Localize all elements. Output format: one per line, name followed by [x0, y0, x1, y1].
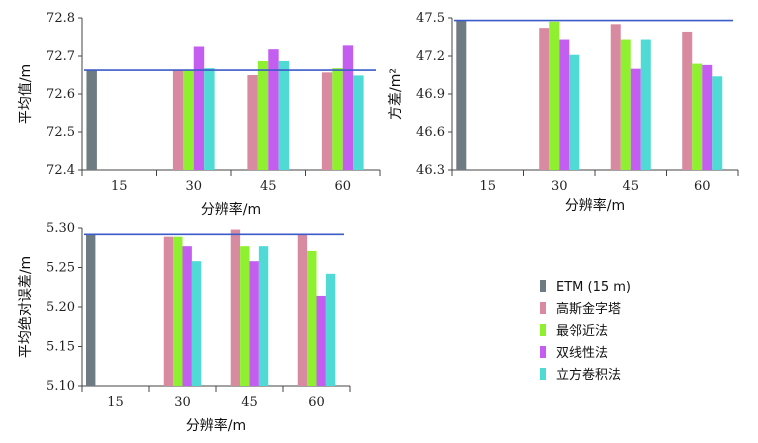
x-tick-label: 15: [107, 395, 124, 410]
x-tick-label: 30: [551, 179, 568, 194]
y-tick-label: 72.4: [46, 163, 75, 178]
bar: [268, 49, 279, 170]
bar: [682, 31, 693, 170]
bar: [193, 46, 205, 170]
bar: [183, 70, 194, 170]
y-axis-label: 平均值/m: [18, 64, 34, 124]
y-tick-label: 5.25: [46, 261, 75, 276]
legend-swatch: [540, 368, 546, 380]
bar: [257, 60, 269, 170]
y-tick-label: 5.10: [46, 379, 75, 394]
bar: [247, 75, 258, 170]
bar: [204, 68, 215, 170]
legend-swatch: [540, 346, 546, 358]
bar: [559, 39, 570, 171]
x-tick-label: 15: [111, 179, 128, 194]
bar: [353, 75, 364, 170]
bar: [456, 20, 467, 171]
bar: [610, 24, 621, 171]
legend-swatch: [540, 324, 546, 336]
bar: [569, 54, 580, 170]
bar: [172, 70, 184, 170]
y-tick-label: 47.2: [416, 49, 445, 64]
bar: [630, 68, 641, 170]
x-tick-label: 60: [308, 395, 325, 410]
bar: [702, 64, 713, 170]
y-tick-label: 72.5: [46, 125, 75, 140]
bar: [342, 45, 354, 170]
y-tick-label: 5.15: [46, 340, 75, 355]
y-axis-label: 平均绝对误差/m: [18, 256, 34, 358]
bar: [712, 76, 723, 170]
x-axis-label: 分辨率/m: [201, 201, 261, 218]
bar: [182, 246, 192, 386]
y-tick-label: 5.30: [46, 221, 75, 236]
bar: [692, 63, 703, 170]
y-tick-label: 46.3: [416, 163, 445, 178]
legend-label: 双线性法: [556, 346, 608, 361]
x-axis-label: 分辨率/m: [186, 417, 246, 434]
y-tick-label: 46.6: [416, 125, 445, 140]
bar: [191, 261, 202, 386]
x-tick-label: 45: [241, 395, 258, 410]
y-tick-label: 72.7: [46, 49, 75, 64]
y-tick-label: 72.6: [46, 87, 75, 102]
y-tick-label: 46.9: [416, 87, 445, 102]
bar: [316, 295, 326, 386]
bar: [321, 72, 333, 170]
y-tick-label: 47.5: [416, 11, 445, 26]
x-tick-label: 30: [185, 179, 202, 194]
x-tick-label: 30: [174, 395, 191, 410]
bar: [539, 28, 550, 171]
legend-label: ETM (15 m): [556, 280, 631, 295]
bar: [297, 233, 308, 386]
bar: [240, 246, 250, 386]
x-tick-label: 45: [622, 179, 639, 194]
x-axis-label: 分辨率/m: [565, 197, 625, 214]
y-axis-label: 方差/m²: [388, 68, 404, 120]
bar: [278, 60, 290, 170]
bar: [549, 21, 560, 170]
x-tick-label: 60: [694, 179, 711, 194]
bar: [620, 39, 631, 171]
chart-variance: 46.3 46.6 46.9 47.2 47.5 15 30 45 60 分辨率/m 方差/m²: [388, 11, 739, 214]
legend-label: 高斯金字塔: [556, 301, 621, 317]
bar: [325, 273, 336, 386]
bar: [163, 236, 174, 386]
bar: [86, 70, 97, 170]
legend-swatch: [540, 280, 546, 292]
bar: [173, 236, 183, 386]
chart-mean: 72.4 72.5 72.6 72.7 72.8 15 30 45 60 分辨率/m 平均值/m: [18, 11, 381, 218]
bar: [249, 261, 259, 386]
x-tick-label: 15: [479, 179, 496, 194]
chart-mae: 5.10 5.15 5.20 5.25 5.30 15 30 45 60 分辨率/m 平均绝对误差/…: [18, 221, 351, 434]
bar: [86, 234, 96, 386]
x-tick-label: 45: [260, 179, 277, 194]
bar: [258, 246, 269, 386]
bar: [307, 250, 317, 386]
x-tick-label: 60: [334, 179, 351, 194]
legend-label: 立方卷积法: [556, 367, 621, 383]
bar: [230, 229, 241, 386]
legend-label: 最邻近法: [556, 324, 608, 339]
bar: [332, 68, 343, 170]
y-tick-label: 5.20: [46, 300, 75, 315]
y-tick-label: 72.8: [46, 11, 75, 26]
bar: [640, 39, 651, 171]
legend-swatch: [540, 302, 546, 314]
